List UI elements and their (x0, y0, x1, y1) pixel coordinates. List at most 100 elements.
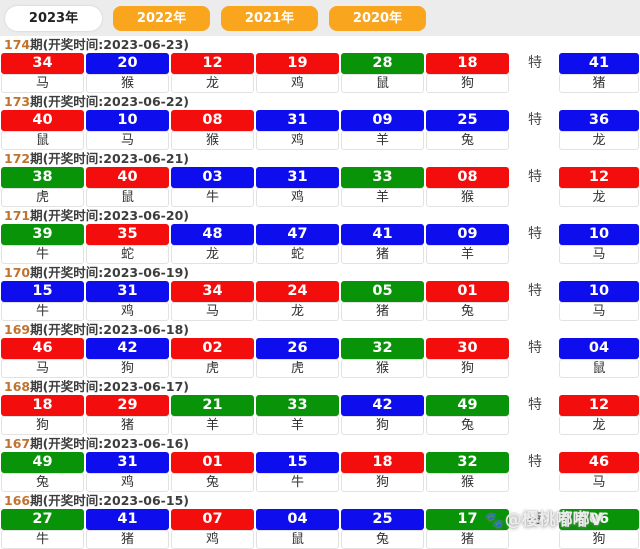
ball-cell: 08 猴 (426, 167, 509, 207)
ball-cell: 31 鸡 (86, 452, 169, 492)
ball-cell: 07 鸡 (171, 509, 254, 549)
ball-number: 36 (559, 110, 639, 131)
ball-zodiac: 猴 (171, 131, 254, 150)
period-block: 169期(开奖时间:2023-06-18) 46 马 42 狗 02 虎 26 … (0, 321, 640, 378)
ball-cell: 21 羊 (171, 395, 254, 435)
ball-zodiac: 龙 (171, 245, 254, 264)
ball-number: 46 (559, 452, 639, 473)
period-block: 168期(开奖时间:2023-06-17) 18 狗 29 猪 21 羊 33 … (0, 378, 640, 435)
ball-cell: 25 兔 (341, 509, 424, 549)
special-ball-cell: 46 马 (559, 452, 639, 492)
ball-number: 31 (86, 452, 169, 473)
ball-zodiac: 虎 (256, 359, 339, 378)
ball-zodiac: 狗 (1, 416, 84, 435)
ball-number: 27 (1, 509, 84, 530)
ball-zodiac: 狗 (559, 530, 639, 549)
period-header: 171期(开奖时间:2023-06-20) (0, 207, 640, 224)
ball-number: 12 (171, 53, 254, 74)
draw-time: 期(开奖时间:2023-06-16) (30, 436, 189, 451)
ball-number: 04 (256, 509, 339, 530)
ball-number: 08 (171, 110, 254, 131)
ball-cell: 03 牛 (171, 167, 254, 207)
ball-number: 25 (341, 509, 424, 530)
ball-number: 40 (86, 167, 169, 188)
ball-cell: 29 猪 (86, 395, 169, 435)
period-block: 166期(开奖时间:2023-06-15) 27 牛 41 猪 07 鸡 04 … (0, 492, 640, 549)
ball-cell: 01 兔 (426, 281, 509, 321)
ball-zodiac: 兔 (1, 473, 84, 492)
year-tabbar: 2023年 2022年 2021年 2020年 (0, 0, 640, 36)
ball-zodiac: 兔 (341, 530, 424, 549)
ball-number: 05 (341, 281, 424, 302)
ball-cell: 48 龙 (171, 224, 254, 264)
tab-2022[interactable]: 2022年 (113, 5, 210, 31)
ball-cell: 47 蛇 (256, 224, 339, 264)
ball-number: 24 (256, 281, 339, 302)
ball-number: 39 (1, 224, 84, 245)
ball-zodiac: 蛇 (86, 245, 169, 264)
balls-row: 40 鼠 10 马 08 猴 31 鸡 09 羊 25 兔 特 36 龙 (0, 110, 640, 150)
ball-number: 29 (86, 395, 169, 416)
special-ball-cell: 10 马 (559, 224, 639, 264)
ball-number: 32 (426, 452, 509, 473)
ball-number: 41 (559, 53, 639, 74)
ball-zodiac: 马 (86, 131, 169, 150)
period-header: 170期(开奖时间:2023-06-19) (0, 264, 640, 281)
ball-number: 17 (426, 509, 509, 530)
ball-number: 18 (1, 395, 84, 416)
special-label: 特 (528, 340, 542, 356)
ball-cell: 28 鼠 (341, 53, 424, 93)
ball-number: 01 (426, 281, 509, 302)
ball-number: 34 (171, 281, 254, 302)
ball-number: 12 (559, 395, 639, 416)
ball-zodiac: 鸡 (256, 74, 339, 93)
ball-number: 12 (559, 167, 639, 188)
ball-cell: 31 鸡 (256, 167, 339, 207)
ball-zodiac: 狗 (426, 359, 509, 378)
period-number: 168 (4, 379, 31, 394)
ball-cell: 30 狗 (426, 338, 509, 378)
period-number: 166 (4, 493, 31, 508)
period-number: 171 (4, 208, 31, 223)
ball-zodiac: 兔 (426, 302, 509, 321)
ball-cell: 25 兔 (426, 110, 509, 150)
ball-zodiac: 马 (559, 302, 639, 321)
ball-cell: 02 虎 (171, 338, 254, 378)
ball-cell: 18 狗 (426, 53, 509, 93)
ball-number: 25 (426, 110, 509, 131)
period-number: 167 (4, 436, 31, 451)
ball-zodiac: 猪 (426, 530, 509, 549)
ball-cell: 31 鸡 (86, 281, 169, 321)
period-header: 172期(开奖时间:2023-06-21) (0, 150, 640, 167)
special-ball-cell: 12 龙 (559, 167, 639, 207)
ball-number: 42 (341, 395, 424, 416)
period-block: 174期(开奖时间:2023-06-23) 34 马 20 猴 12 龙 19 … (0, 36, 640, 93)
period-header: 167期(开奖时间:2023-06-16) (0, 435, 640, 452)
ball-zodiac: 牛 (1, 530, 84, 549)
ball-cell: 20 猴 (86, 53, 169, 93)
period-header: 168期(开奖时间:2023-06-17) (0, 378, 640, 395)
ball-cell: 19 鸡 (256, 53, 339, 93)
ball-number: 33 (341, 167, 424, 188)
ball-cell: 39 牛 (1, 224, 84, 264)
tab-2021[interactable]: 2021年 (221, 5, 318, 31)
tab-2023[interactable]: 2023年 (5, 5, 102, 31)
ball-cell: 26 虎 (256, 338, 339, 378)
ball-cell: 40 鼠 (86, 167, 169, 207)
ball-number: 30 (426, 338, 509, 359)
ball-zodiac: 龙 (559, 188, 639, 207)
ball-zodiac: 马 (1, 74, 84, 93)
draw-time: 期(开奖时间:2023-06-15) (30, 493, 189, 508)
ball-number: 42 (86, 338, 169, 359)
tab-2020[interactable]: 2020年 (329, 5, 426, 31)
ball-zodiac: 鼠 (86, 188, 169, 207)
ball-zodiac: 兔 (426, 131, 509, 150)
ball-cell: 46 马 (1, 338, 84, 378)
ball-zodiac: 龙 (559, 131, 639, 150)
ball-zodiac: 兔 (426, 416, 509, 435)
ball-zodiac: 鼠 (559, 359, 639, 378)
ball-cell: 05 猪 (341, 281, 424, 321)
ball-cell: 15 牛 (256, 452, 339, 492)
ball-zodiac: 猪 (559, 74, 639, 93)
ball-zodiac: 牛 (256, 473, 339, 492)
